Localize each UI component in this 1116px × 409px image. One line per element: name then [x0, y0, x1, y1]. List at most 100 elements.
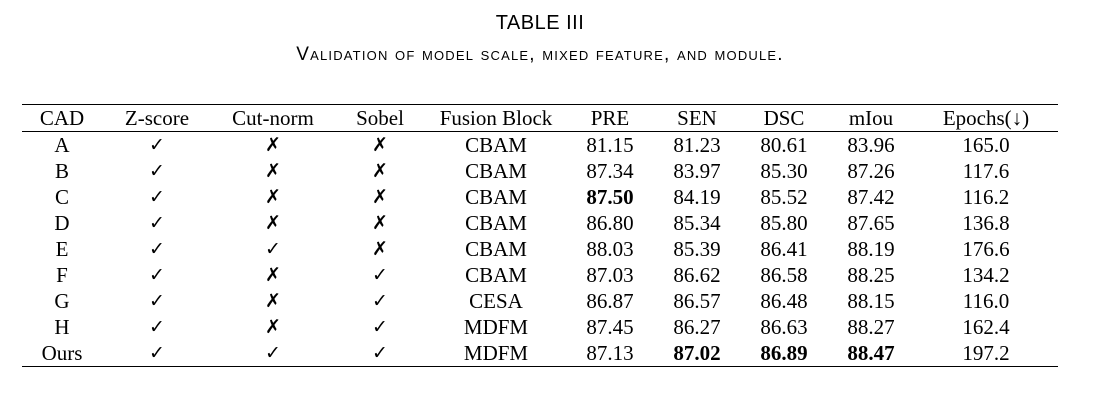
table-cell: 116.2 — [962, 185, 1010, 209]
table-cell: 85.34 — [673, 211, 721, 235]
check-icon: ✓ — [149, 238, 165, 260]
check-icon: ✓ — [149, 160, 165, 182]
cross-icon: ✗ — [372, 134, 388, 156]
table-cell: 86.58 — [760, 263, 808, 287]
column-header: Epochs(↓) — [942, 106, 1030, 130]
table-cell: 84.19 — [673, 185, 721, 209]
fusion-block-cell: CBAM — [465, 237, 527, 261]
row-label: A — [54, 133, 70, 157]
table-cell: 88.47 — [847, 341, 895, 365]
row-label: B — [54, 159, 69, 183]
table-cell: 86.27 — [673, 315, 721, 339]
table-cell: 165.0 — [962, 133, 1010, 157]
column-header: mIou — [848, 106, 894, 130]
table-cell: 88.15 — [847, 289, 895, 313]
column-header: Z-score — [124, 106, 190, 130]
check-icon: ✓ — [149, 290, 165, 312]
check-icon: ✓ — [149, 212, 165, 234]
cross-icon: ✗ — [265, 290, 281, 312]
fusion-block-cell: MDFM — [463, 341, 529, 365]
fusion-block-cell: CESA — [469, 289, 523, 313]
cross-icon: ✗ — [372, 238, 388, 260]
table-cell: 87.13 — [586, 341, 634, 365]
table-row: H ✓ ✗ ✓ MDFM 87.45 86.27 86.63 88.27 162.4 — [22, 314, 1058, 340]
table-cell: 87.42 — [847, 185, 895, 209]
table-cell: 87.50 — [586, 185, 634, 209]
row-label: D — [54, 211, 70, 235]
row-label: F — [56, 263, 68, 287]
results-table: CAD Z-score Cut-norm Sobel Fusion Block … — [22, 104, 1058, 367]
column-header: Sobel — [356, 106, 404, 130]
check-icon: ✓ — [372, 264, 388, 286]
header-row: CAD Z-score Cut-norm Sobel Fusion Block … — [22, 104, 1058, 132]
table-row: E ✓ ✓ ✗ CBAM 88.03 85.39 86.41 88.19 176.6 — [22, 236, 1058, 262]
table-cell: 86.62 — [673, 263, 721, 287]
cross-icon: ✗ — [265, 316, 281, 338]
table-cell: 86.63 — [760, 315, 808, 339]
row-label: Ours — [41, 341, 83, 365]
table-cell: 85.39 — [673, 237, 721, 261]
column-header: CAD — [39, 106, 85, 130]
row-label: G — [54, 289, 70, 313]
table-cell: 87.65 — [847, 211, 895, 235]
cross-icon: ✗ — [265, 134, 281, 156]
table-cell: 197.2 — [962, 341, 1010, 365]
cross-icon: ✗ — [265, 212, 281, 234]
column-header: SEN — [677, 106, 717, 130]
cross-icon: ✗ — [372, 212, 388, 234]
check-icon: ✓ — [149, 316, 165, 338]
fusion-block-cell: MDFM — [463, 315, 529, 339]
table-cell: 86.80 — [586, 211, 634, 235]
column-header: Fusion Block — [439, 106, 553, 130]
table-row: Ours ✓ ✓ ✓ MDFM 87.13 87.02 86.89 88.47 197.2 — [22, 340, 1058, 367]
check-icon: ✓ — [372, 342, 388, 364]
check-icon: ✓ — [265, 342, 281, 364]
check-icon: ✓ — [372, 290, 388, 312]
table-number: TABLE III — [495, 12, 585, 34]
table-cell: 83.97 — [673, 159, 721, 183]
fusion-block-cell: CBAM — [465, 263, 527, 287]
row-label: H — [54, 315, 70, 339]
table-cell: 88.27 — [847, 315, 895, 339]
table-cell: 116.0 — [962, 289, 1010, 313]
table-body: A ✓ ✗ ✗ CBAM 81.15 81.23 80.61 83.96 165.0 B ✓ ✗ ✗ CBA… — [22, 132, 1058, 367]
column-header: Cut-norm — [232, 106, 314, 130]
table-cell: 81.15 — [586, 133, 634, 157]
column-header: DSC — [763, 106, 805, 130]
table-cell: 117.6 — [962, 159, 1010, 183]
table-cell: 83.96 — [847, 133, 895, 157]
table-row: D ✓ ✗ ✗ CBAM 86.80 85.34 85.80 87.65 136.8 — [22, 210, 1058, 236]
check-icon: ✓ — [149, 264, 165, 286]
cross-icon: ✗ — [372, 186, 388, 208]
table-caption: Validation of model scale, mixed feature… — [296, 44, 784, 65]
table-row: G ✓ ✗ ✓ CESA 86.87 86.57 86.48 88.15 116.0 — [22, 288, 1058, 314]
check-icon: ✓ — [149, 186, 165, 208]
table-row: A ✓ ✗ ✗ CBAM 81.15 81.23 80.61 83.96 165.0 — [22, 132, 1058, 159]
table-cell: 88.25 — [847, 263, 895, 287]
fusion-block-cell: CBAM — [465, 159, 527, 183]
table-cell: 87.03 — [586, 263, 634, 287]
table-cell: 85.52 — [760, 185, 808, 209]
table-cell: 136.8 — [962, 211, 1010, 235]
check-icon: ✓ — [265, 238, 281, 260]
row-label: C — [54, 185, 69, 209]
cross-icon: ✗ — [265, 160, 281, 182]
table-row: C ✓ ✗ ✗ CBAM 87.50 84.19 85.52 87.42 116.2 — [22, 184, 1058, 210]
table-cell: 87.45 — [586, 315, 634, 339]
fusion-block-cell: CBAM — [465, 211, 527, 235]
table-cell: 87.02 — [673, 341, 721, 365]
table-cell: 134.2 — [962, 263, 1010, 287]
table-cell: 176.6 — [962, 237, 1010, 261]
table-row: B ✓ ✗ ✗ CBAM 87.34 83.97 85.30 87.26 117.6 — [22, 158, 1058, 184]
table-cell: 86.41 — [760, 237, 808, 261]
check-icon: ✓ — [149, 342, 165, 364]
table-cell: 88.19 — [847, 237, 895, 261]
row-label: E — [55, 237, 69, 261]
column-header: PRE — [590, 106, 630, 130]
table-cell: 81.23 — [673, 133, 721, 157]
table-cell: 86.89 — [760, 341, 808, 365]
table-cell: 86.48 — [760, 289, 808, 313]
table-row: F ✓ ✗ ✓ CBAM 87.03 86.62 86.58 88.25 134.2 — [22, 262, 1058, 288]
table-cell: 88.03 — [586, 237, 634, 261]
fusion-block-cell: CBAM — [465, 185, 527, 209]
